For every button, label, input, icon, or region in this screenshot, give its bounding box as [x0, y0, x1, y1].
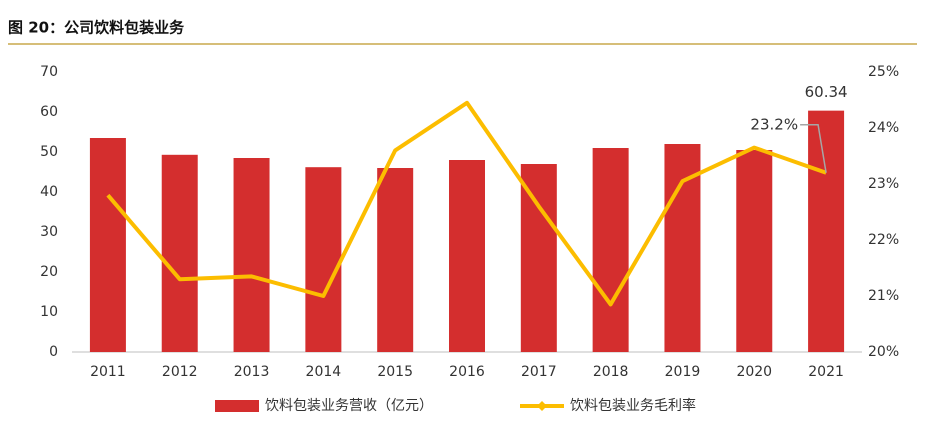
legend-swatch: [215, 400, 259, 412]
bar: [520, 164, 557, 352]
x-tick-label: 2012: [162, 364, 198, 380]
y-tick-label: 30: [40, 224, 58, 240]
bar: [449, 160, 485, 352]
y2-tick-label: 20%: [868, 344, 899, 360]
bar: [161, 154, 198, 352]
y2-tick-label: 21%: [868, 288, 899, 304]
y2-tick-label: 24%: [868, 120, 899, 136]
bar: [808, 110, 845, 352]
bar: [736, 150, 773, 352]
y2-tick-label: 23%: [868, 176, 899, 192]
x-tick-label: 2015: [377, 364, 413, 380]
chart-title: 图 20：公司饮料包装业务: [8, 19, 185, 37]
y-tick-label: 50: [40, 144, 58, 160]
y-tick-label: 0: [49, 344, 58, 360]
x-tick-label: 2019: [665, 364, 701, 380]
x-tick-label: 2013: [234, 364, 270, 380]
legend-label: 饮料包装业务营收（亿元）: [265, 398, 433, 414]
y-tick-label: 20: [40, 264, 58, 280]
bar: [377, 168, 414, 352]
x-tick-label: 2017: [521, 364, 557, 380]
bar: [592, 148, 629, 352]
y-tick-label: 60: [40, 104, 58, 120]
y-tick-label: 70: [40, 64, 58, 80]
x-tick-label: 2011: [90, 364, 126, 380]
x-tick-label: 2021: [808, 364, 844, 380]
bar: [89, 138, 126, 352]
x-tick-label: 2014: [306, 364, 342, 380]
x-tick-label: 2016: [449, 364, 485, 380]
y-tick-label: 10: [40, 304, 58, 320]
legend-marker: [537, 401, 547, 411]
y2-tick-label: 25%: [868, 64, 899, 80]
bar: [305, 167, 342, 352]
line: [106, 100, 827, 307]
bar: [233, 158, 270, 352]
data-label: 23.2%: [750, 115, 798, 133]
x-tick-label: 2018: [593, 364, 629, 380]
y2-tick-label: 22%: [868, 232, 899, 248]
y-tick-label: 40: [40, 184, 58, 200]
legend-label: 饮料包装业务毛利率: [570, 397, 696, 414]
x-tick-label: 2020: [736, 364, 772, 380]
data-label: 60.34: [805, 83, 848, 101]
bar: [664, 144, 701, 352]
leader-line: [800, 124, 827, 173]
